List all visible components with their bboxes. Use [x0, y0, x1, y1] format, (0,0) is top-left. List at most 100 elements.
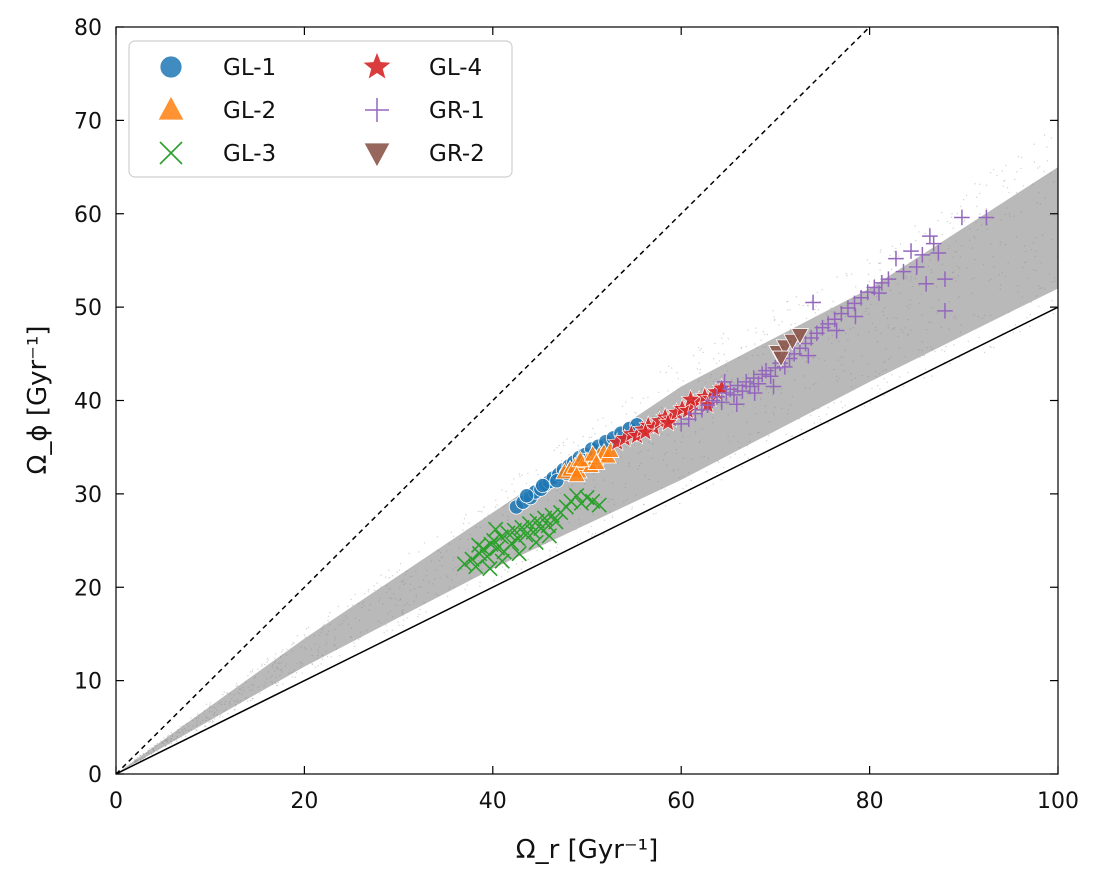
background-star — [1046, 146, 1048, 148]
background-star — [562, 441, 564, 444]
background-star — [1008, 212, 1011, 214]
background-star — [699, 368, 701, 371]
y-tick-label: 20 — [74, 576, 102, 601]
background-star — [446, 550, 448, 552]
background-star — [247, 686, 249, 689]
background-star — [314, 643, 316, 645]
background-star — [727, 414, 729, 416]
background-star — [144, 756, 146, 759]
background-star — [855, 286, 857, 288]
background-star — [893, 327, 896, 329]
background-star — [430, 560, 433, 562]
point-gr-1 — [888, 250, 904, 267]
background-star — [438, 550, 440, 552]
point-gl-1 — [535, 477, 551, 494]
background-star — [537, 541, 540, 544]
background-star — [136, 757, 139, 759]
background-star — [880, 249, 882, 251]
background-star — [1022, 185, 1024, 187]
background-star — [602, 417, 604, 419]
background-star — [791, 396, 793, 398]
background-star — [592, 427, 594, 430]
background-star — [275, 666, 278, 668]
background-star — [716, 362, 718, 364]
background-star — [668, 365, 670, 367]
background-star — [909, 304, 911, 306]
background-star — [699, 349, 701, 351]
background-star — [861, 374, 863, 377]
x-tick-label: 60 — [667, 789, 695, 814]
background-star — [234, 708, 236, 711]
background-star — [814, 308, 816, 311]
background-star — [1051, 281, 1053, 283]
background-star — [504, 559, 506, 561]
background-star — [1004, 179, 1006, 182]
background-star — [145, 752, 148, 754]
background-star — [717, 460, 719, 462]
background-star — [876, 303, 878, 305]
background-star — [321, 654, 324, 656]
background-star — [567, 486, 570, 488]
background-star — [875, 329, 878, 331]
background-star — [883, 307, 886, 309]
background-star — [813, 422, 815, 424]
background-star — [279, 669, 281, 671]
background-star — [832, 300, 834, 303]
background-star — [285, 663, 287, 665]
background-star — [1039, 166, 1041, 168]
background-star — [334, 637, 336, 639]
point-gr-1 — [800, 347, 817, 364]
background-star — [661, 411, 663, 414]
background-star — [949, 222, 951, 224]
background-star — [830, 307, 832, 309]
x-tick-label: 0 — [109, 789, 123, 814]
background-star — [974, 258, 976, 261]
background-star — [401, 610, 403, 612]
background-star — [466, 584, 468, 586]
background-star — [520, 568, 522, 570]
background-star — [590, 489, 593, 491]
background-star — [794, 323, 796, 325]
background-star — [903, 356, 905, 358]
background-star — [467, 548, 469, 551]
background-star — [600, 496, 603, 498]
series-gl-3 — [456, 488, 607, 577]
background-star — [521, 544, 523, 546]
background-star — [504, 569, 506, 571]
background-star — [257, 686, 260, 688]
background-star — [403, 619, 405, 621]
background-star — [871, 322, 873, 324]
axis-ticks-layer: 0 20 40 60 80 100 0 10 20 30 40 50 60 70 80 — [74, 16, 1079, 814]
background-star — [320, 663, 322, 665]
background-star — [220, 703, 222, 706]
background-star — [243, 690, 245, 692]
background-star — [1013, 215, 1015, 217]
background-star — [277, 667, 279, 670]
background-star — [220, 701, 222, 703]
background-star — [437, 594, 440, 596]
background-star — [292, 642, 294, 644]
background-star — [417, 616, 419, 618]
background-star — [963, 219, 966, 221]
background-star — [667, 390, 669, 392]
background-star — [195, 725, 198, 727]
background-star — [781, 388, 783, 390]
background-star — [807, 304, 809, 306]
background-star — [446, 575, 448, 577]
background-star — [274, 657, 276, 660]
background-star — [882, 369, 884, 372]
background-star — [786, 301, 788, 303]
background-star — [401, 580, 403, 583]
background-star — [205, 719, 207, 722]
background-star — [515, 563, 518, 565]
point-gr-1 — [895, 263, 912, 280]
background-star — [990, 346, 992, 349]
background-star — [935, 286, 938, 288]
background-star — [880, 332, 882, 335]
background-star — [220, 714, 222, 716]
background-star — [661, 487, 663, 489]
background-star — [277, 685, 279, 687]
background-star — [1001, 170, 1003, 172]
background-star — [694, 431, 697, 433]
